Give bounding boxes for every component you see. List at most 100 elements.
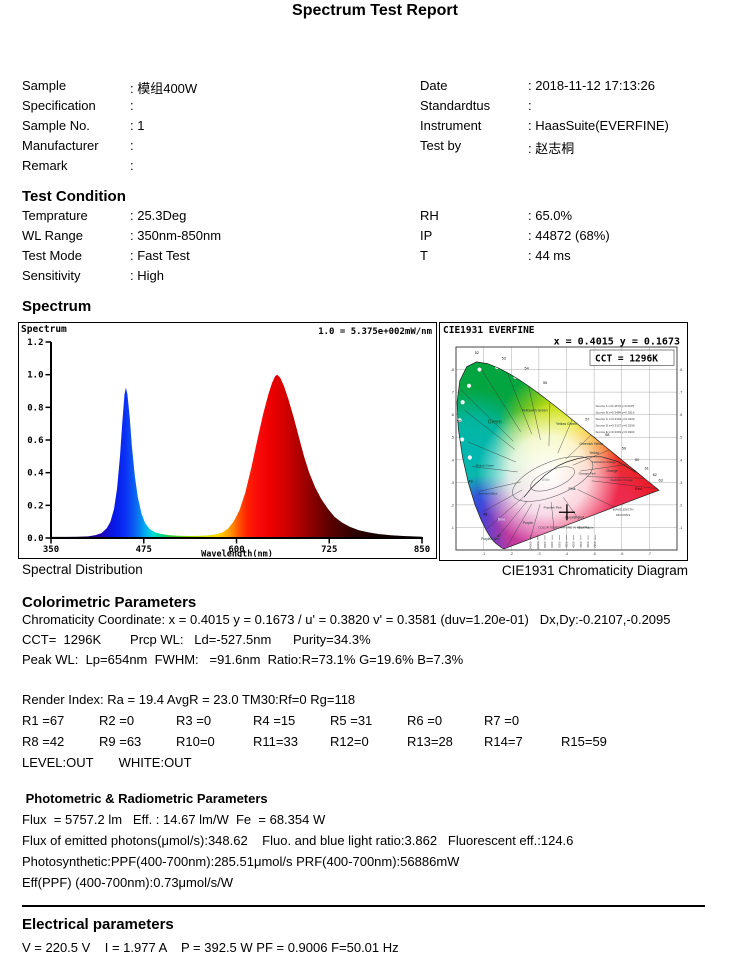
render-index-row-1: R1 =67 R2 =0 R3 =0 R4 =15 R5 =31 R6 =0 R7 =0 xyxy=(22,713,732,728)
info-label: Standardtus xyxy=(420,98,491,113)
condition-row: Sensitivity: High xyxy=(22,268,414,288)
svg-text:Purplish Red: Purplish Red xyxy=(565,515,584,519)
r-value: R11=33 xyxy=(253,734,298,749)
condition-label: IP xyxy=(420,228,433,243)
sample-info-left: Sample: 模组400W Specification: Sample No.… xyxy=(22,78,414,178)
condition-value: : 350nm-850nm xyxy=(130,228,222,243)
condition-row: IP: 44872 (68%) xyxy=(420,228,732,248)
svg-text:Source D x=0.3127 y=0.3290: Source D x=0.3127 y=0.3290 xyxy=(596,424,635,428)
r-value: R9 =63 xyxy=(99,734,142,749)
cct-line: CCT= 1296K Prcp WL: Ld=-527.5nm Purity=3… xyxy=(22,632,371,647)
svg-text:Greenish Yellow: Greenish Yellow xyxy=(580,442,604,446)
svg-text:Red Purple: Red Purple xyxy=(578,526,594,530)
info-value: : xyxy=(130,98,134,113)
condition-row: WL Range: 350nm-850nm xyxy=(22,228,414,248)
svg-text:Reddish Orange: Reddish Orange xyxy=(610,478,633,482)
condition-row: T: 44 ms xyxy=(420,248,732,268)
r-value: R14=7 xyxy=(484,734,523,749)
condition-value: : 44 ms xyxy=(528,248,571,263)
photosynthetic-line: Photosynthetic:PPF(400-700nm):285.51μmol… xyxy=(22,854,460,869)
info-label: Test by xyxy=(420,138,462,153)
info-value: : 2018-11-12 17:13:26 xyxy=(528,78,655,93)
spectrum-heading: Spectrum xyxy=(22,298,92,315)
info-row: Date: 2018-11-12 17:13:26 xyxy=(420,78,732,98)
page-title: Spectrum Test Report xyxy=(292,2,458,19)
svg-text:MICRONS: MICRONS xyxy=(616,513,630,517)
condition-value: : 65.0% xyxy=(528,208,573,223)
sample-info-right: Date: 2018-11-12 17:13:26 Standardtus: I… xyxy=(420,78,732,158)
info-label: Specification xyxy=(22,98,96,113)
r-value: R2 =0 xyxy=(99,713,135,728)
svg-text:Source E x=0.3333 y=0.3333: Source E x=0.3333 y=0.3333 xyxy=(596,430,635,434)
r-value: R15=59 xyxy=(561,734,607,749)
svg-text:.4: .4 xyxy=(451,457,455,462)
test-condition-left: Temprature: 25.3Deg WL Range: 350nm-850n… xyxy=(22,208,414,288)
photometric-heading: Photometric & Radiometric Parameters xyxy=(22,791,268,806)
svg-text:.3: .3 xyxy=(537,551,541,556)
svg-text:350: 350 xyxy=(43,545,59,555)
info-row: Instrument: HaasSuite(EVERFINE) xyxy=(420,118,732,138)
svg-text:6000: 6000 xyxy=(550,541,554,548)
svg-text:.3: .3 xyxy=(679,480,683,485)
eff-ppf-line: Eff(PPF) (400-700nm):0.73μmol/s/W xyxy=(22,875,233,890)
svg-text:.6: .6 xyxy=(451,412,455,417)
svg-text:475: 475 xyxy=(136,545,152,555)
svg-text:55: 55 xyxy=(543,381,547,385)
svg-text:5000: 5000 xyxy=(557,541,561,548)
svg-text:0.6: 0.6 xyxy=(27,436,43,446)
condition-value: : Fast Test xyxy=(130,248,190,263)
condition-row: Temprature: 25.3Deg xyxy=(22,208,414,228)
colorimetric-heading: Colorimetric Parameters xyxy=(22,594,197,611)
svg-text:.4: .4 xyxy=(679,457,683,462)
svg-text:Wavelength(nm): Wavelength(nm) xyxy=(201,550,273,558)
svg-text:0.8: 0.8 xyxy=(27,403,43,413)
flux-line: Flux = 5757.2 lm Eff. : 14.67 lm/W Fe = … xyxy=(22,812,326,827)
info-row: Manufacturer: xyxy=(22,138,414,158)
svg-text:62: 62 xyxy=(653,473,657,477)
svg-text:1.0: 1.0 xyxy=(27,371,43,381)
svg-text:Source C x=0.3101 y=0.3162: Source C x=0.3101 y=0.3162 xyxy=(596,417,635,421)
svg-text:CCT = 1296K: CCT = 1296K xyxy=(595,354,658,365)
condition-value: : High xyxy=(130,268,164,283)
svg-text:COLOR TEMPERATURE IN KELVINS: COLOR TEMPERATURE IN KELVINS xyxy=(538,526,589,530)
svg-text:50: 50 xyxy=(457,420,461,424)
svg-text:.3: .3 xyxy=(451,480,455,485)
svg-text:48: 48 xyxy=(483,513,487,517)
r-value: R4 =15 xyxy=(253,713,296,728)
info-label: Remark xyxy=(22,158,68,173)
svg-text:54: 54 xyxy=(525,367,529,371)
svg-text:2900: 2900 xyxy=(593,541,597,548)
svg-text:Greenish Blue: Greenish Blue xyxy=(478,492,498,496)
info-value: : xyxy=(528,98,532,113)
r-value: R8 =42 xyxy=(22,734,65,749)
r-value: R13=28 xyxy=(407,734,453,749)
svg-text:Source B x=0.3484 y=0.3516: Source B x=0.3484 y=0.3516 xyxy=(596,410,635,414)
svg-text:CIE1931 EVERFINE: CIE1931 EVERFINE xyxy=(443,325,535,336)
info-value: : xyxy=(130,158,134,173)
svg-text:Yellow Green: Yellow Green xyxy=(556,422,577,426)
electrical-values-line: V = 220.5 V I = 1.977 A P = 392.5 W PF =… xyxy=(22,940,399,955)
svg-text:58: 58 xyxy=(605,433,609,437)
condition-value: : 25.3Deg xyxy=(130,208,187,223)
svg-text:Red: Red xyxy=(635,487,642,491)
svg-text:.2: .2 xyxy=(679,502,683,507)
svg-text:Yellowish Green: Yellowish Green xyxy=(522,408,548,412)
svg-text:.5: .5 xyxy=(592,551,596,556)
svg-text:725: 725 xyxy=(321,545,337,555)
svg-text:52: 52 xyxy=(475,351,479,355)
info-label: Sample No. xyxy=(22,118,90,133)
r-value: R3 =0 xyxy=(176,713,212,728)
svg-text:0.4: 0.4 xyxy=(27,469,44,479)
svg-text:.7: .7 xyxy=(648,551,652,556)
info-label: Sample xyxy=(22,78,67,93)
info-row: Sample No.: 1 xyxy=(22,118,414,138)
svg-text:.5: .5 xyxy=(679,435,683,440)
svg-text:3500: 3500 xyxy=(579,541,583,548)
info-row: Standardtus: xyxy=(420,98,732,118)
cie1931-chromaticity-chart: .1 .2 .3 .4 .5 .6 .7 .1 .1 .2 .2 .3 .3 .4 .4 .5 .5 .6 .6 .7… xyxy=(439,322,688,561)
chromaticity-coordinate-line: Chromaticity Coordinate: x = 0.4015 y = … xyxy=(22,612,671,627)
svg-text:.5: .5 xyxy=(451,435,455,440)
r-value: R10=0 xyxy=(176,734,215,749)
svg-text:.4: .4 xyxy=(565,551,569,556)
render-index-line: Render Index: Ra = 19.4 AvgR = 23.0 TM30… xyxy=(22,692,356,707)
